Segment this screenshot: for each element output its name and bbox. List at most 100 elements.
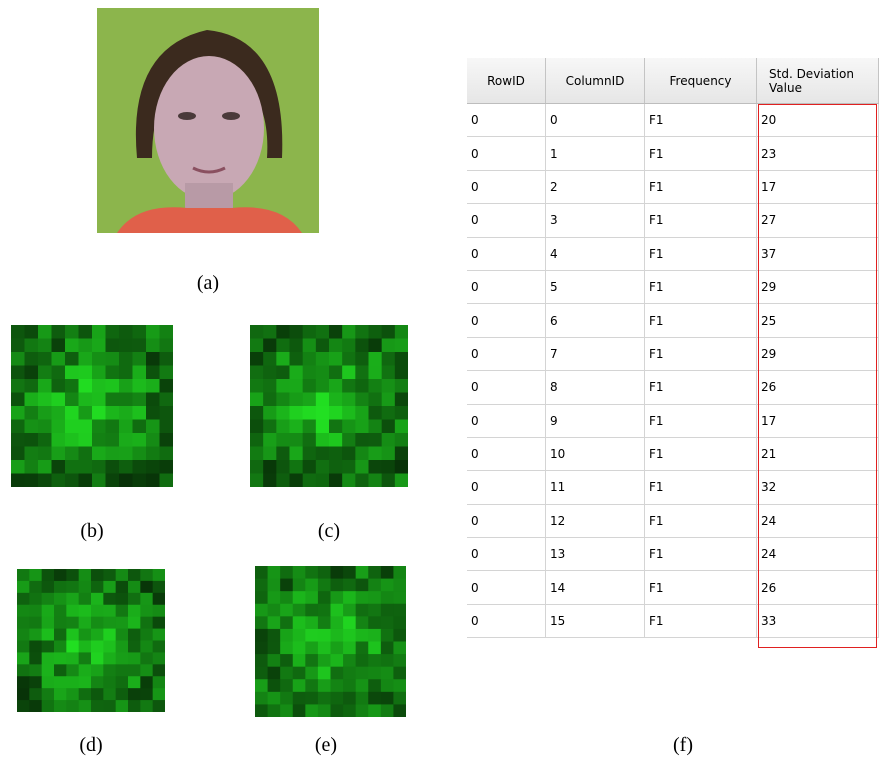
pixel <box>303 352 317 366</box>
pixel <box>305 642 318 655</box>
pixel <box>11 339 25 353</box>
pixel <box>29 605 42 617</box>
pixel <box>116 593 129 605</box>
pixel <box>355 393 369 407</box>
pixel <box>91 641 104 653</box>
pixel <box>329 366 343 380</box>
pixel <box>140 593 153 605</box>
pixel <box>356 566 369 579</box>
pixel <box>65 366 79 380</box>
pixel <box>305 704 318 717</box>
pixel <box>393 579 406 592</box>
pixel <box>250 420 264 434</box>
pixel <box>65 352 79 366</box>
pixel <box>91 676 104 688</box>
pixel <box>356 629 369 642</box>
pixel <box>146 339 160 353</box>
pixel <box>355 433 369 447</box>
table-cell: 0 <box>467 338 546 370</box>
table-cell: F1 <box>645 304 757 336</box>
pixel <box>52 420 66 434</box>
pixel <box>146 460 160 474</box>
pixel <box>79 641 92 653</box>
pixel <box>369 447 383 461</box>
pixel <box>42 652 55 664</box>
pixel <box>153 676 165 688</box>
table-cell: 7 <box>546 338 645 370</box>
pixel <box>146 366 160 380</box>
pixel <box>268 591 281 604</box>
pixel <box>140 641 153 653</box>
pixel <box>52 379 66 393</box>
pixel <box>140 700 153 712</box>
pixel <box>52 352 66 366</box>
pixel <box>153 652 165 664</box>
pixel <box>318 642 331 655</box>
pixel <box>329 393 343 407</box>
pixel <box>29 641 42 653</box>
pixel <box>268 629 281 642</box>
pixel <box>293 642 306 655</box>
pixel <box>293 629 306 642</box>
table-cell: 0 <box>467 204 546 236</box>
header-cell: Std. Deviation Value <box>757 58 879 103</box>
pixel-map <box>255 566 406 717</box>
pixel <box>91 593 104 605</box>
pixel <box>38 406 52 420</box>
pixel <box>66 605 79 617</box>
pixel <box>91 700 104 712</box>
pixel <box>160 339 174 353</box>
table-cell: F1 <box>645 605 757 637</box>
pixel <box>250 366 264 380</box>
table-cell: 15 <box>546 605 645 637</box>
pixel <box>116 664 129 676</box>
pixel <box>106 406 120 420</box>
pixel <box>268 642 281 655</box>
pixel <box>305 604 318 617</box>
pixel <box>343 616 356 629</box>
pixel <box>29 569 42 581</box>
pixel <box>52 406 66 420</box>
pixel <box>343 679 356 692</box>
pixel <box>103 664 116 676</box>
pixel <box>133 474 147 488</box>
pixel <box>381 654 394 667</box>
pixel <box>342 366 356 380</box>
pixel <box>303 474 317 488</box>
pixel <box>103 676 116 688</box>
table-cell: 0 <box>467 605 546 637</box>
table-cell: F1 <box>645 204 757 236</box>
pixel <box>263 366 277 380</box>
pixel <box>106 474 120 488</box>
pixel <box>79 700 92 712</box>
pixel <box>25 352 39 366</box>
pixel <box>316 447 330 461</box>
pixel <box>356 704 369 717</box>
pixel <box>119 393 133 407</box>
pixel <box>293 692 306 705</box>
pixel <box>65 406 79 420</box>
pixel <box>153 581 165 593</box>
pixel <box>369 406 383 420</box>
pixel <box>393 704 406 717</box>
pixel <box>54 676 67 688</box>
table-cell: 13 <box>546 538 645 570</box>
pixel <box>140 569 153 581</box>
pixel <box>103 581 116 593</box>
pixel <box>263 433 277 447</box>
pixel <box>255 679 268 692</box>
pixel <box>329 474 343 488</box>
pixel <box>79 352 93 366</box>
pixel <box>381 629 394 642</box>
header-cell: RowID <box>467 58 546 103</box>
pixel <box>42 617 55 629</box>
pixel <box>146 352 160 366</box>
table-cell: 2 <box>546 171 645 203</box>
pixel <box>103 593 116 605</box>
pixel <box>92 406 106 420</box>
pixel <box>42 569 55 581</box>
pixel <box>91 605 104 617</box>
pixel <box>119 406 133 420</box>
pixel <box>393 591 406 604</box>
pixel <box>250 325 264 339</box>
